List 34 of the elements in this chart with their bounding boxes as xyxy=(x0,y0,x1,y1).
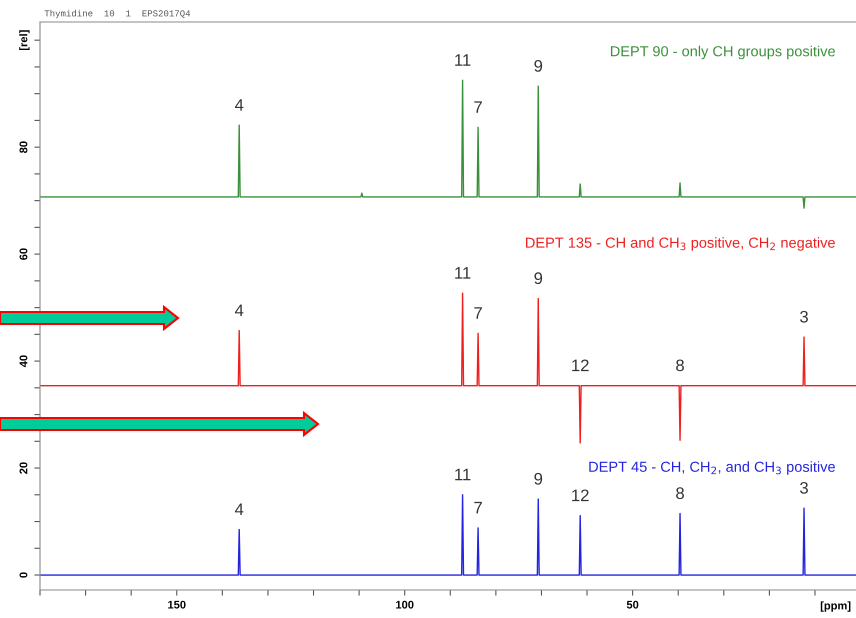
y-tick-label: 40 xyxy=(20,355,28,368)
annotation: 3 xyxy=(800,310,808,323)
y-tick-label: 20 xyxy=(20,462,28,474)
line-series xyxy=(40,80,856,209)
annotation: 9 xyxy=(534,472,542,485)
x-axis-title: [ppm] xyxy=(820,601,850,612)
annotation: 7 xyxy=(474,307,482,319)
annotation: 11 xyxy=(455,267,470,279)
text: DEPT 135 - CH and CH$_{3}$ positive, CH$_{2}$ negative xyxy=(526,237,835,251)
y-tick-label: 0 xyxy=(20,572,28,578)
y-tick-label: 80 xyxy=(20,141,28,153)
annotation: 9 xyxy=(534,60,542,72)
annotation: 7 xyxy=(474,502,482,514)
annotation: 9 xyxy=(534,272,542,284)
annotation: 11 xyxy=(455,468,470,480)
text: DEPT 45 - CH, CH$_{2}$, and CH$_{3}$ positive xyxy=(589,461,835,475)
annotation: 7 xyxy=(474,101,482,113)
text: DEPT 90 - only CH groups positive xyxy=(610,46,835,60)
annotation: 3 xyxy=(800,482,808,494)
y-tick-label: [rel] xyxy=(19,30,30,50)
line-series xyxy=(40,292,856,444)
text: Thymidine 10 1 EPS2017Q4 xyxy=(44,10,190,18)
annotation: 12 xyxy=(572,489,589,502)
x-tick-label: 100 xyxy=(396,600,414,609)
annotation: 4 xyxy=(234,304,244,316)
annotation: 11 xyxy=(455,54,470,66)
annotation: 4 xyxy=(234,504,244,515)
annotation: 8 xyxy=(676,359,684,372)
y-tick-label: 60 xyxy=(20,248,28,260)
annotation: 4 xyxy=(234,99,244,111)
x-tick-label: 150 xyxy=(168,600,186,609)
x-tick-label: 50 xyxy=(626,600,638,609)
annotation: 8 xyxy=(676,487,684,500)
annotation: 12 xyxy=(572,359,589,372)
